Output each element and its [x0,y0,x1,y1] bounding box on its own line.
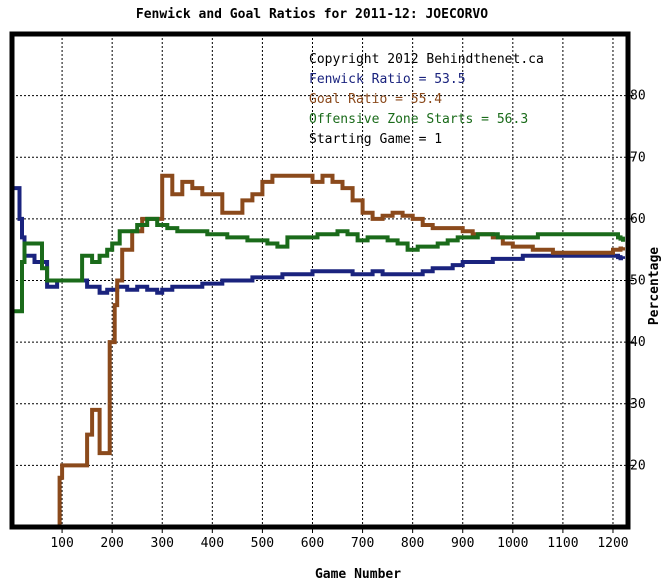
legend-line: Starting Game = 1 [309,132,442,147]
y-tick-label: 80 [630,89,646,104]
x-tick-label: 1200 [597,536,628,551]
series-line-fenwick [12,186,625,295]
legend-line: Fenwick Ratio = 53.5 [309,72,466,87]
series-line-ozone [12,216,625,314]
legend-line: Offensive Zone Starts = 56.3 [309,112,528,127]
tick-layer: 100 200 300 400 500 600 700 800 900 1000 1100 1200 2… [50,89,645,551]
y-tick-label: 50 [630,274,646,289]
x-tick-label: 900 [451,536,474,551]
legend-line: Copyright 2012 Behindthenet.ca [309,52,544,67]
y-tick-label: 20 [630,458,646,473]
x-tick-label: 400 [201,536,224,551]
x-tick-label: 700 [351,536,374,551]
x-axis-label: Game Number [315,567,401,580]
x-tick-label: 300 [151,536,174,551]
x-tick-label: 200 [100,536,123,551]
series-line-goal [57,173,625,527]
chart-title: Fenwick and Goal Ratios for 2011-12: JOE… [136,7,488,22]
legend-line: Goal Ratio = 55.4 [309,92,442,107]
x-tick-label: 800 [401,536,424,551]
x-tick-label: 100 [50,536,73,551]
legend-layer: Copyright 2012 Behindthenet.ca Fenwick Ra… [309,52,544,147]
x-tick-label: 600 [301,536,324,551]
y-tick-label: 30 [630,397,646,412]
x-tick-label: 1000 [497,536,528,551]
x-tick-label: 500 [251,536,274,551]
x-tick-label: 1100 [547,536,578,551]
y-tick-label: 40 [630,335,646,350]
y-tick-label: 60 [630,212,646,227]
y-tick-label: 70 [630,150,646,165]
series-layer [12,173,625,527]
grid-layer [12,34,628,527]
y-axis-label: Percentage [647,247,662,325]
